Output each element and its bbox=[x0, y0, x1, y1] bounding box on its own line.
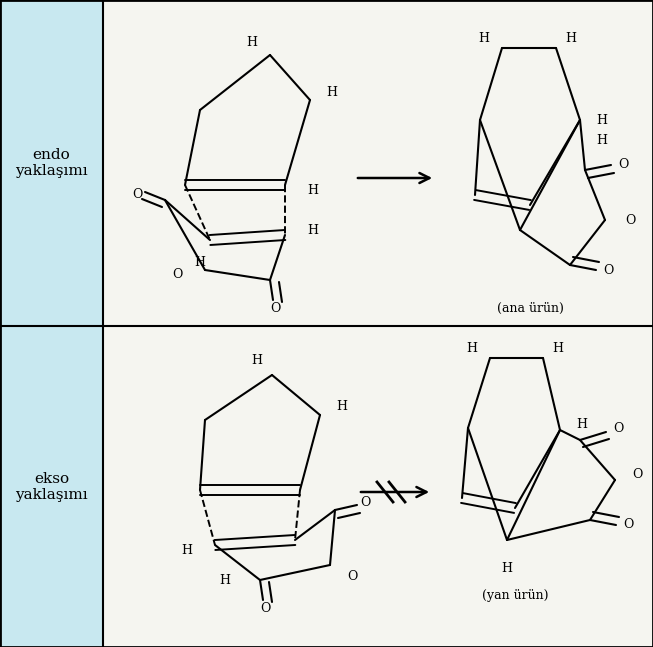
Text: O: O bbox=[347, 571, 357, 584]
Text: H: H bbox=[336, 400, 347, 413]
Text: H: H bbox=[308, 184, 319, 197]
Text: O: O bbox=[603, 263, 613, 276]
Text: O: O bbox=[632, 468, 642, 481]
Text: H: H bbox=[552, 342, 564, 355]
Text: H: H bbox=[219, 573, 231, 586]
Text: O: O bbox=[618, 159, 628, 171]
Text: H: H bbox=[479, 32, 490, 45]
Text: H: H bbox=[596, 113, 607, 127]
Text: O: O bbox=[360, 496, 370, 509]
Text: O: O bbox=[172, 269, 182, 281]
Text: H: H bbox=[195, 256, 206, 269]
Text: H: H bbox=[502, 562, 513, 575]
Text: ekso
yaklaşımı: ekso yaklaşımı bbox=[15, 472, 88, 502]
Text: O: O bbox=[613, 421, 623, 435]
Text: (yan ürün): (yan ürün) bbox=[482, 589, 549, 602]
Text: (ana ürün): (ana ürün) bbox=[496, 302, 564, 314]
Bar bbox=[0, 0, 103, 647]
Text: endo
yaklaşımı: endo yaklaşımı bbox=[15, 148, 88, 178]
Text: H: H bbox=[466, 342, 477, 355]
Text: H: H bbox=[326, 85, 338, 98]
Text: H: H bbox=[182, 543, 193, 556]
Text: H: H bbox=[246, 36, 257, 50]
Text: O: O bbox=[260, 602, 270, 615]
Text: H: H bbox=[565, 32, 577, 45]
Text: H: H bbox=[251, 355, 263, 367]
Text: H: H bbox=[596, 133, 607, 146]
Text: O: O bbox=[623, 518, 633, 531]
Text: H: H bbox=[308, 223, 319, 237]
Text: O: O bbox=[132, 188, 142, 201]
Text: O: O bbox=[625, 214, 635, 226]
Text: O: O bbox=[270, 302, 280, 314]
Text: H: H bbox=[577, 419, 588, 432]
